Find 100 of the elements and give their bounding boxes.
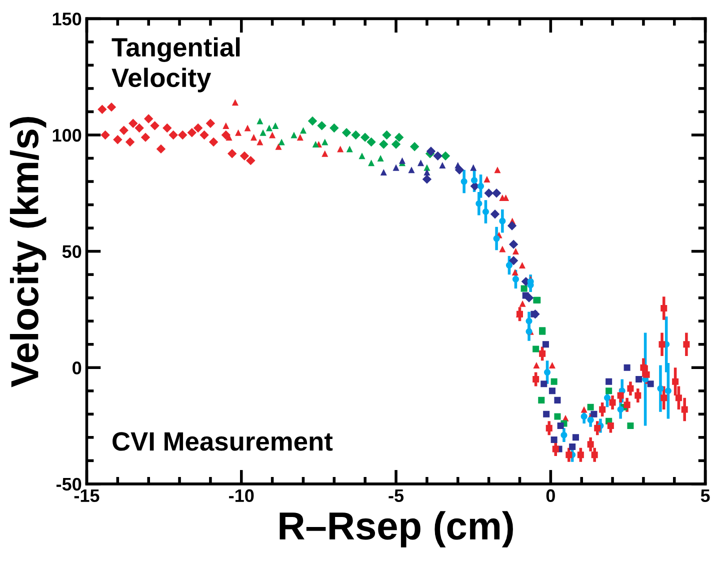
- point: [206, 118, 216, 128]
- point: [594, 424, 601, 432]
- point: [200, 130, 209, 140]
- point: [410, 142, 420, 152]
- x-axis-title: R–Rsep (cm): [280, 511, 513, 548]
- point: [351, 130, 360, 140]
- point: [617, 406, 624, 413]
- point: [566, 452, 572, 458]
- point: [554, 396, 561, 404]
- point: [269, 132, 276, 138]
- point: [499, 218, 506, 224]
- point: [382, 130, 392, 140]
- point: [664, 388, 672, 394]
- point: [590, 410, 598, 418]
- point: [454, 165, 464, 174]
- point: [681, 406, 688, 413]
- y-tick-label: 0: [72, 362, 82, 374]
- point: [494, 166, 501, 174]
- point: [507, 221, 517, 230]
- point: [557, 422, 564, 430]
- point: [512, 276, 519, 282]
- point: [368, 160, 375, 166]
- point: [100, 130, 110, 140]
- point: [256, 138, 264, 146]
- point: [548, 388, 556, 394]
- point: [542, 341, 549, 348]
- point: [604, 394, 611, 402]
- point: [366, 137, 376, 147]
- point: [433, 151, 442, 161]
- point: [672, 378, 679, 385]
- point: [278, 138, 285, 146]
- y-tick-label: 50: [62, 245, 82, 258]
- point: [317, 121, 326, 130]
- point: [569, 443, 576, 450]
- point: [439, 162, 446, 168]
- point: [658, 341, 666, 348]
- point: [538, 396, 545, 404]
- x-tick-label: -15: [74, 489, 100, 502]
- point: [627, 422, 634, 430]
- point: [660, 394, 668, 402]
- point: [162, 123, 172, 133]
- point: [380, 168, 387, 176]
- point: [550, 378, 558, 385]
- point: [424, 164, 430, 171]
- point: [587, 441, 594, 448]
- point: [540, 380, 548, 388]
- point: [627, 385, 634, 392]
- point: [260, 129, 266, 136]
- point: [533, 362, 540, 369]
- point: [322, 150, 328, 157]
- point: [221, 130, 231, 140]
- point: [512, 268, 518, 276]
- point: [660, 305, 668, 312]
- x-tick-label: 0: [546, 489, 555, 502]
- point: [636, 376, 642, 383]
- point: [530, 310, 538, 318]
- point: [228, 148, 237, 158]
- point: [591, 452, 598, 458]
- point: [235, 129, 242, 136]
- point: [193, 123, 203, 133]
- point: [548, 362, 556, 369]
- point: [532, 376, 540, 383]
- point: [106, 102, 116, 112]
- point: [460, 178, 468, 185]
- point: [484, 176, 490, 182]
- point: [539, 350, 546, 357]
- point: [119, 126, 128, 135]
- point: [634, 392, 642, 399]
- point: [144, 114, 154, 124]
- point: [508, 240, 518, 249]
- point: [322, 138, 328, 146]
- point: [522, 292, 529, 299]
- point: [440, 151, 450, 161]
- point: [587, 404, 594, 410]
- y-tick-label: 150: [52, 12, 82, 26]
- point: [657, 385, 664, 392]
- point: [519, 300, 526, 307]
- point: [358, 152, 366, 160]
- point: [512, 248, 519, 255]
- point: [337, 146, 344, 152]
- point: [168, 130, 178, 140]
- point: [272, 122, 279, 129]
- point: [266, 124, 272, 132]
- point: [275, 143, 282, 150]
- point: [290, 132, 298, 138]
- point: [520, 285, 528, 292]
- point: [478, 182, 484, 190]
- point: [526, 318, 532, 324]
- point: [683, 341, 690, 348]
- y-axis-title: Velocity (km/s): [10, 117, 46, 388]
- point: [624, 402, 630, 408]
- point: [342, 128, 352, 138]
- point: [426, 146, 436, 156]
- point: [296, 134, 304, 141]
- point: [518, 262, 526, 269]
- point: [643, 371, 650, 378]
- point: [391, 140, 401, 149]
- point: [580, 413, 588, 420]
- point: [606, 388, 612, 394]
- point: [424, 168, 430, 176]
